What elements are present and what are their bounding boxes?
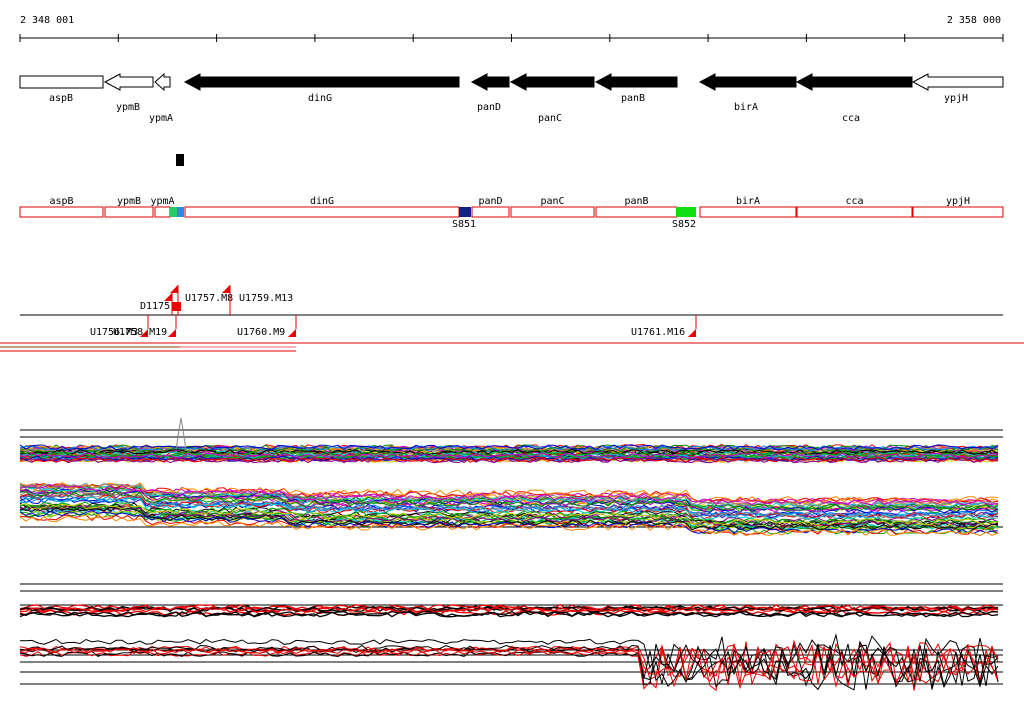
gene-arrow xyxy=(103,73,154,91)
profile-line xyxy=(19,610,999,618)
gene-arrow xyxy=(19,75,104,89)
segment-label: panB xyxy=(624,196,648,207)
gene-segment xyxy=(510,206,595,218)
gene-label: dinG xyxy=(308,93,332,104)
profile-line xyxy=(19,451,999,458)
gene-label: panB xyxy=(621,93,645,104)
gene-segment xyxy=(154,206,171,218)
gene-segment xyxy=(184,206,460,218)
marker-flag xyxy=(164,293,172,301)
profile-line xyxy=(19,506,999,531)
marker-flag xyxy=(170,285,178,293)
marker-flag xyxy=(688,329,696,337)
marker-flag xyxy=(168,329,176,337)
segment-label: aspB xyxy=(49,196,73,207)
profile-line xyxy=(19,505,999,528)
profile-line xyxy=(19,445,999,452)
feature-block xyxy=(176,154,184,166)
segment-label: ypmA xyxy=(150,196,174,207)
feature-label: S851 xyxy=(452,219,476,230)
profile-line xyxy=(19,452,999,459)
marker-label: U1760.M9 xyxy=(237,327,285,338)
gene-arrow xyxy=(470,73,510,91)
profile-line xyxy=(19,489,999,514)
marker-flag xyxy=(140,329,148,337)
gene-label: birA xyxy=(734,102,758,113)
marker-flag xyxy=(288,329,296,337)
gene-arrow xyxy=(594,73,678,91)
profile-line xyxy=(19,490,999,511)
gene-segment xyxy=(595,206,678,218)
gene-segment xyxy=(471,206,510,218)
gene-label: ypjH xyxy=(944,93,968,104)
profile-line xyxy=(19,502,999,527)
profile-line xyxy=(19,645,999,691)
profile-line xyxy=(19,456,999,463)
gene-label: ypmA xyxy=(149,113,173,124)
marker-label: U1759.M13 xyxy=(239,293,293,304)
segment-label: ypjH xyxy=(946,196,970,207)
gene-arrow xyxy=(509,73,595,91)
gene-segment xyxy=(796,206,913,218)
start-coordinate: 2 348 001 xyxy=(20,15,74,26)
segment-label: cca xyxy=(845,196,863,207)
marker-label: U1757.M8 xyxy=(185,293,233,304)
gene-arrow xyxy=(154,72,171,92)
profile-line xyxy=(19,481,999,503)
gene-segment xyxy=(19,206,104,218)
profile-line xyxy=(19,515,999,537)
marker-block xyxy=(172,302,181,311)
profile-line xyxy=(19,642,999,687)
profile-line xyxy=(19,603,999,611)
feature-mark xyxy=(177,207,184,217)
profile-line xyxy=(19,444,999,451)
gene-label: panC xyxy=(538,113,562,124)
profile-line xyxy=(19,606,999,613)
segment-label: birA xyxy=(736,196,760,207)
profile-line xyxy=(19,643,999,688)
segment-label: ypmB xyxy=(117,196,141,207)
profile-line xyxy=(19,510,999,535)
profile-line xyxy=(19,502,999,526)
feature-label: S852 xyxy=(672,219,696,230)
feature-mark xyxy=(459,207,471,217)
profile-line xyxy=(19,633,999,681)
marker-label: U1756.M3 xyxy=(90,327,138,338)
gene-label: panD xyxy=(477,102,501,113)
gene-arrow xyxy=(911,73,1004,91)
gene-label: ypmB xyxy=(116,102,140,113)
profile-line xyxy=(19,457,999,464)
gene-segment xyxy=(912,206,1004,218)
gene-arrow xyxy=(183,73,460,91)
profile-line xyxy=(19,489,999,512)
segment-label: dinG xyxy=(310,196,334,207)
segment-label: panC xyxy=(540,196,564,207)
end-coordinate: 2 358 000 xyxy=(947,15,1001,26)
feature-mark xyxy=(170,207,177,217)
profile-line xyxy=(19,491,999,519)
profile-line xyxy=(19,483,999,505)
gene-segment xyxy=(104,206,154,218)
gene-segment xyxy=(699,206,797,218)
profile-line xyxy=(19,448,999,456)
profile-line xyxy=(19,493,999,520)
profile-line xyxy=(19,496,999,520)
marker-flag xyxy=(222,285,230,293)
marker-label: U1761.M16 xyxy=(631,327,685,338)
profile-spike xyxy=(175,417,187,451)
feature-mark xyxy=(676,207,696,217)
marker-label: U1758.M19 xyxy=(113,327,167,338)
profile-line xyxy=(19,611,999,618)
segment-label: panD xyxy=(478,196,502,207)
gene-label: aspB xyxy=(49,93,73,104)
profile-line xyxy=(19,484,999,506)
marker-label: D1175 xyxy=(140,301,170,312)
gene-label: cca xyxy=(842,113,860,124)
